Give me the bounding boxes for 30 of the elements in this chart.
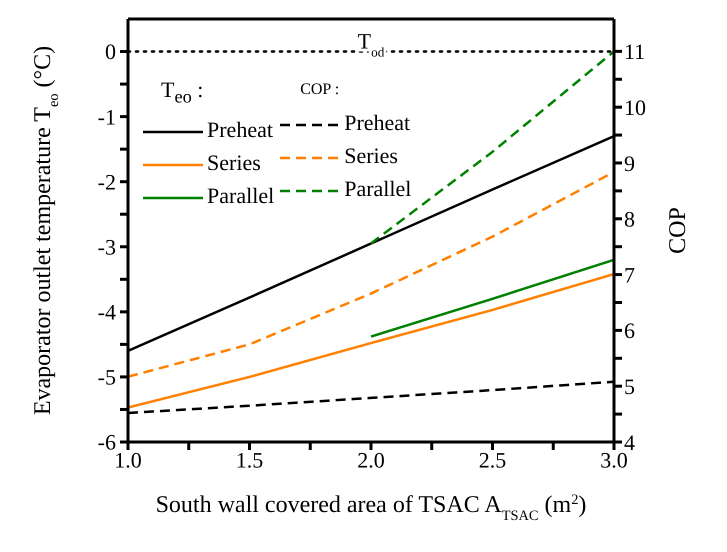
y2-tick-label: 10: [624, 94, 646, 120]
annotation: COP :: [300, 81, 340, 98]
legend-label: Series: [344, 143, 398, 168]
legend-label: Series: [207, 150, 261, 176]
x-tick-label: 1.0: [114, 448, 142, 473]
y2-axis-title: COP: [665, 207, 691, 254]
x-tick-label: 1.5: [236, 448, 264, 473]
legend-label: Parallel: [344, 176, 412, 201]
y2-tick-label: 9: [624, 150, 635, 176]
y-tick-label: -6: [98, 430, 116, 455]
y2-tick-label: 7: [624, 262, 635, 288]
line-series: [128, 272, 614, 409]
legend-label: Preheat: [344, 110, 410, 135]
y-tick-label: -4: [98, 300, 116, 325]
y-tick-label: 0: [105, 39, 116, 64]
legend-label: Parallel: [207, 183, 274, 208]
legend-label: Preheat: [207, 117, 273, 142]
x-tick-label: 2.0: [357, 448, 385, 473]
x-tick-label: 2.5: [478, 448, 506, 473]
y-tick-label: -5: [98, 364, 116, 390]
y-tick-label: -2: [98, 169, 116, 194]
y2-tick-label: 6: [624, 318, 635, 344]
y-tick-label: -1: [98, 104, 116, 130]
annotation: T$_{eo}$ :: [161, 77, 204, 106]
x-axis-title: South wall covered area of TSAC A$_{TSAC}$ (m$^{2}$): [156, 492, 586, 524]
y2-tick-label: 8: [624, 206, 635, 232]
ref-line-label: T$_{od}$: [358, 28, 385, 60]
y2-tick-label: 5: [624, 374, 635, 400]
y2-tick-label: 11: [624, 39, 646, 64]
y-tick-label: -3: [98, 234, 116, 260]
